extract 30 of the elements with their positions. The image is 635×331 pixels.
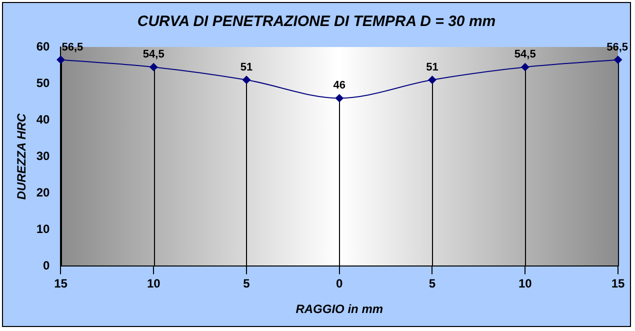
x-tick-label: 10 bbox=[518, 276, 532, 291]
x-tick-label: 15 bbox=[611, 276, 625, 291]
point bbox=[56, 56, 65, 64]
point bbox=[150, 63, 158, 72]
y-tick-label: 60 bbox=[36, 39, 50, 54]
point bbox=[428, 76, 436, 84]
point bbox=[614, 56, 622, 64]
data-label: 51 bbox=[240, 61, 253, 74]
data-label: 56,5 bbox=[606, 41, 628, 54]
x-tick-label: 15 bbox=[54, 276, 68, 291]
y-tick-label: 20 bbox=[36, 185, 50, 200]
y-tick-label: 30 bbox=[36, 148, 50, 163]
data-label: 51 bbox=[426, 61, 438, 74]
x-tick-label: 5 bbox=[428, 276, 436, 291]
x-axis-title: RAGGIO in mm bbox=[296, 302, 384, 316]
point bbox=[521, 63, 530, 72]
data-label: 54,5 bbox=[142, 48, 164, 61]
x-tick-label: 0 bbox=[336, 276, 344, 291]
y-tick-label: 40 bbox=[36, 112, 50, 126]
x-tick-label: 10 bbox=[146, 276, 161, 291]
data-label: 54,5 bbox=[514, 48, 536, 61]
y-axis-title: DUREZZA HRC bbox=[14, 113, 29, 200]
point bbox=[335, 94, 344, 102]
y-tick-label: 50 bbox=[36, 76, 50, 90]
chart-title: CURVA DI PENETRAZIONE DI TEMPRA D = 30 mm bbox=[136, 13, 497, 30]
point bbox=[242, 76, 250, 84]
y-tick-label: 0 bbox=[43, 258, 50, 273]
data-label: 46 bbox=[333, 80, 346, 92]
x-tick-label: 5 bbox=[243, 276, 250, 291]
y-tick-label: 10 bbox=[36, 222, 50, 236]
